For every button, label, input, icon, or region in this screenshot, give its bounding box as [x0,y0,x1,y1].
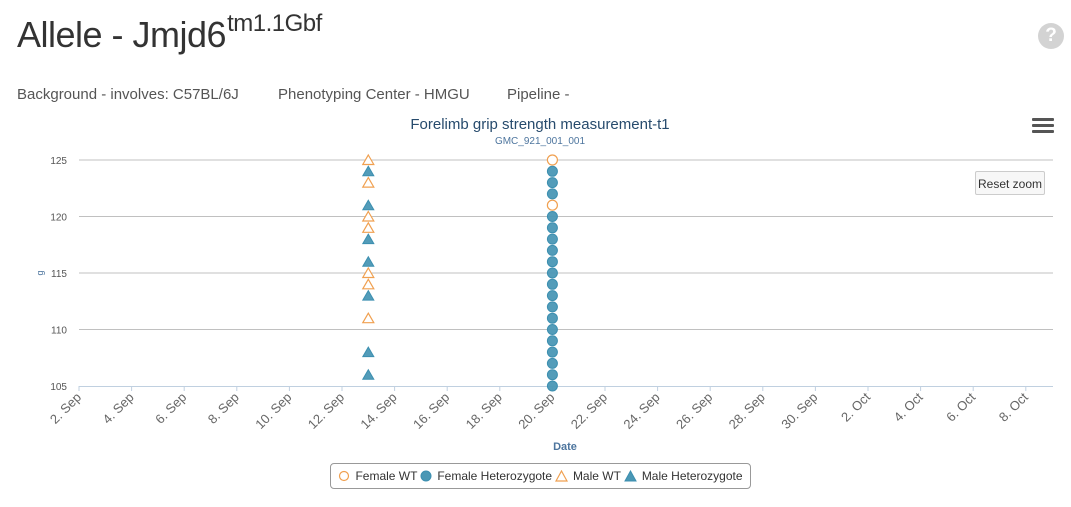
data-point-female-heterozygote [546,188,558,200]
data-point-male-heterozygote [361,289,375,301]
x-tick-label: 8. Sep [205,390,242,427]
data-point-female-heterozygote [546,267,558,279]
x-tick-label: 26. Sep [673,390,715,432]
x-tick-label: 8. Oct [996,389,1031,424]
legend-label: Female Heterozygote [437,469,553,483]
x-tick-label: 22. Sep [568,390,610,432]
filled-circle-icon [420,470,432,482]
data-point-female-heterozygote [546,177,558,189]
legend-item-female-het[interactable]: Female Heterozygote [420,469,552,483]
x-tick-label: 4. Oct [891,389,926,424]
x-tick-label: 16. Sep [410,390,452,432]
legend-label: Male Heterozygote [641,469,743,483]
scatter-chart: Forelimb grip strength measurement-t1 GMC… [35,116,1053,453]
x-tick-label: 4. Sep [100,390,137,427]
x-tick-label: 2. Oct [838,389,873,424]
data-point-male-heterozygote [361,368,375,380]
legend-item-male-het[interactable]: Male Heterozygote [623,469,743,483]
y-tick-label: 110 [51,326,67,337]
background-info: Background - involves: C57BL/6J [17,86,239,103]
open-triangle-icon [554,470,568,482]
pipeline-info: Pipeline - [507,86,570,103]
data-point-female-heterozygote [546,211,558,222]
data-point-female-heterozygote [546,290,558,302]
data-point-female-heterozygote [546,357,558,369]
y-axis-title: g [35,270,45,275]
x-tick-label: 2. Sep [47,390,84,427]
data-point-male-wt [361,210,375,222]
allele-name: Allele - Jmjd6 [17,14,227,55]
data-point-male-wt [361,176,375,188]
reset-zoom-button[interactable]: Reset zoom [975,171,1045,195]
chart-subtitle: GMC_921_001_001 [495,136,586,147]
data-point-male-wt [361,312,375,324]
x-tick-label: 20. Sep [515,390,557,432]
question-circle-icon[interactable]: ? [1038,23,1064,49]
data-point-female-heterozygote [546,346,558,358]
phenotyping-center-info: Phenotyping Center - HMGU [278,86,470,103]
data-point-female-wt [546,199,559,211]
legend-label: Male WT [572,469,621,483]
x-tick-label: 12. Sep [305,390,347,432]
y-tick-label: 125 [50,156,67,167]
data-point-male-heterozygote [361,165,375,177]
legend-item-male-wt[interactable]: Male WT [554,469,621,483]
x-tick-label: 6. Sep [152,390,189,427]
x-tick-label: 28. Sep [726,390,768,432]
data-point-female-heterozygote [546,301,558,313]
data-point-male-wt [361,278,375,290]
data-point-male-wt [361,153,375,166]
data-point-male-wt [361,266,375,279]
allele-metadata: Background - involves: C57BL/6J Phenotyp… [17,86,570,103]
allele-superscript: tm1.1Gbf [227,10,322,37]
data-point-female-wt [546,154,559,166]
data-point-female-heterozygote [546,312,558,324]
legend-item-female-wt[interactable]: Female WT [338,469,417,483]
data-point-female-heterozygote [546,380,558,392]
data-point-female-heterozygote [546,369,558,381]
chart-title: Forelimb grip strength measurement-t1 [410,116,669,133]
data-point-female-heterozygote [546,244,558,256]
data-point-female-heterozygote [546,278,558,290]
page-title: Allele - Jmjd6tm1.1Gbf [17,10,322,56]
data-point-male-heterozygote [361,199,375,211]
data-point-male-heterozygote [361,346,375,358]
y-tick-label: 120 [50,213,67,224]
chart-legend: Female WT Female Heterozygote Male WT Ma… [330,463,751,489]
x-tick-label: 6. Oct [943,389,978,424]
data-point-female-heterozygote [546,165,558,177]
legend-label: Female WT [355,469,418,483]
data-point-female-heterozygote [546,222,558,234]
x-axis-title: Date [553,441,577,453]
hamburger-menu-icon[interactable] [1032,118,1054,136]
data-point-female-heterozygote [546,256,558,268]
y-tick-label: 115 [51,269,67,280]
x-tick-label: 14. Sep [357,390,399,432]
filled-triangle-icon [623,470,637,482]
data-point-female-heterozygote [546,335,558,347]
open-circle-icon [339,470,350,482]
x-tick-label: 18. Sep [463,390,505,432]
x-tick-label: 10. Sep [252,390,294,432]
x-tick-label: 24. Sep [620,390,662,432]
data-point-female-heterozygote [546,324,558,335]
y-tick-label: 105 [50,382,67,393]
data-point-female-heterozygote [546,233,558,245]
data-point-male-wt [361,221,375,233]
data-point-male-heterozygote [361,233,375,245]
x-tick-label: 30. Sep [778,390,820,432]
data-point-male-heterozygote [361,255,375,267]
